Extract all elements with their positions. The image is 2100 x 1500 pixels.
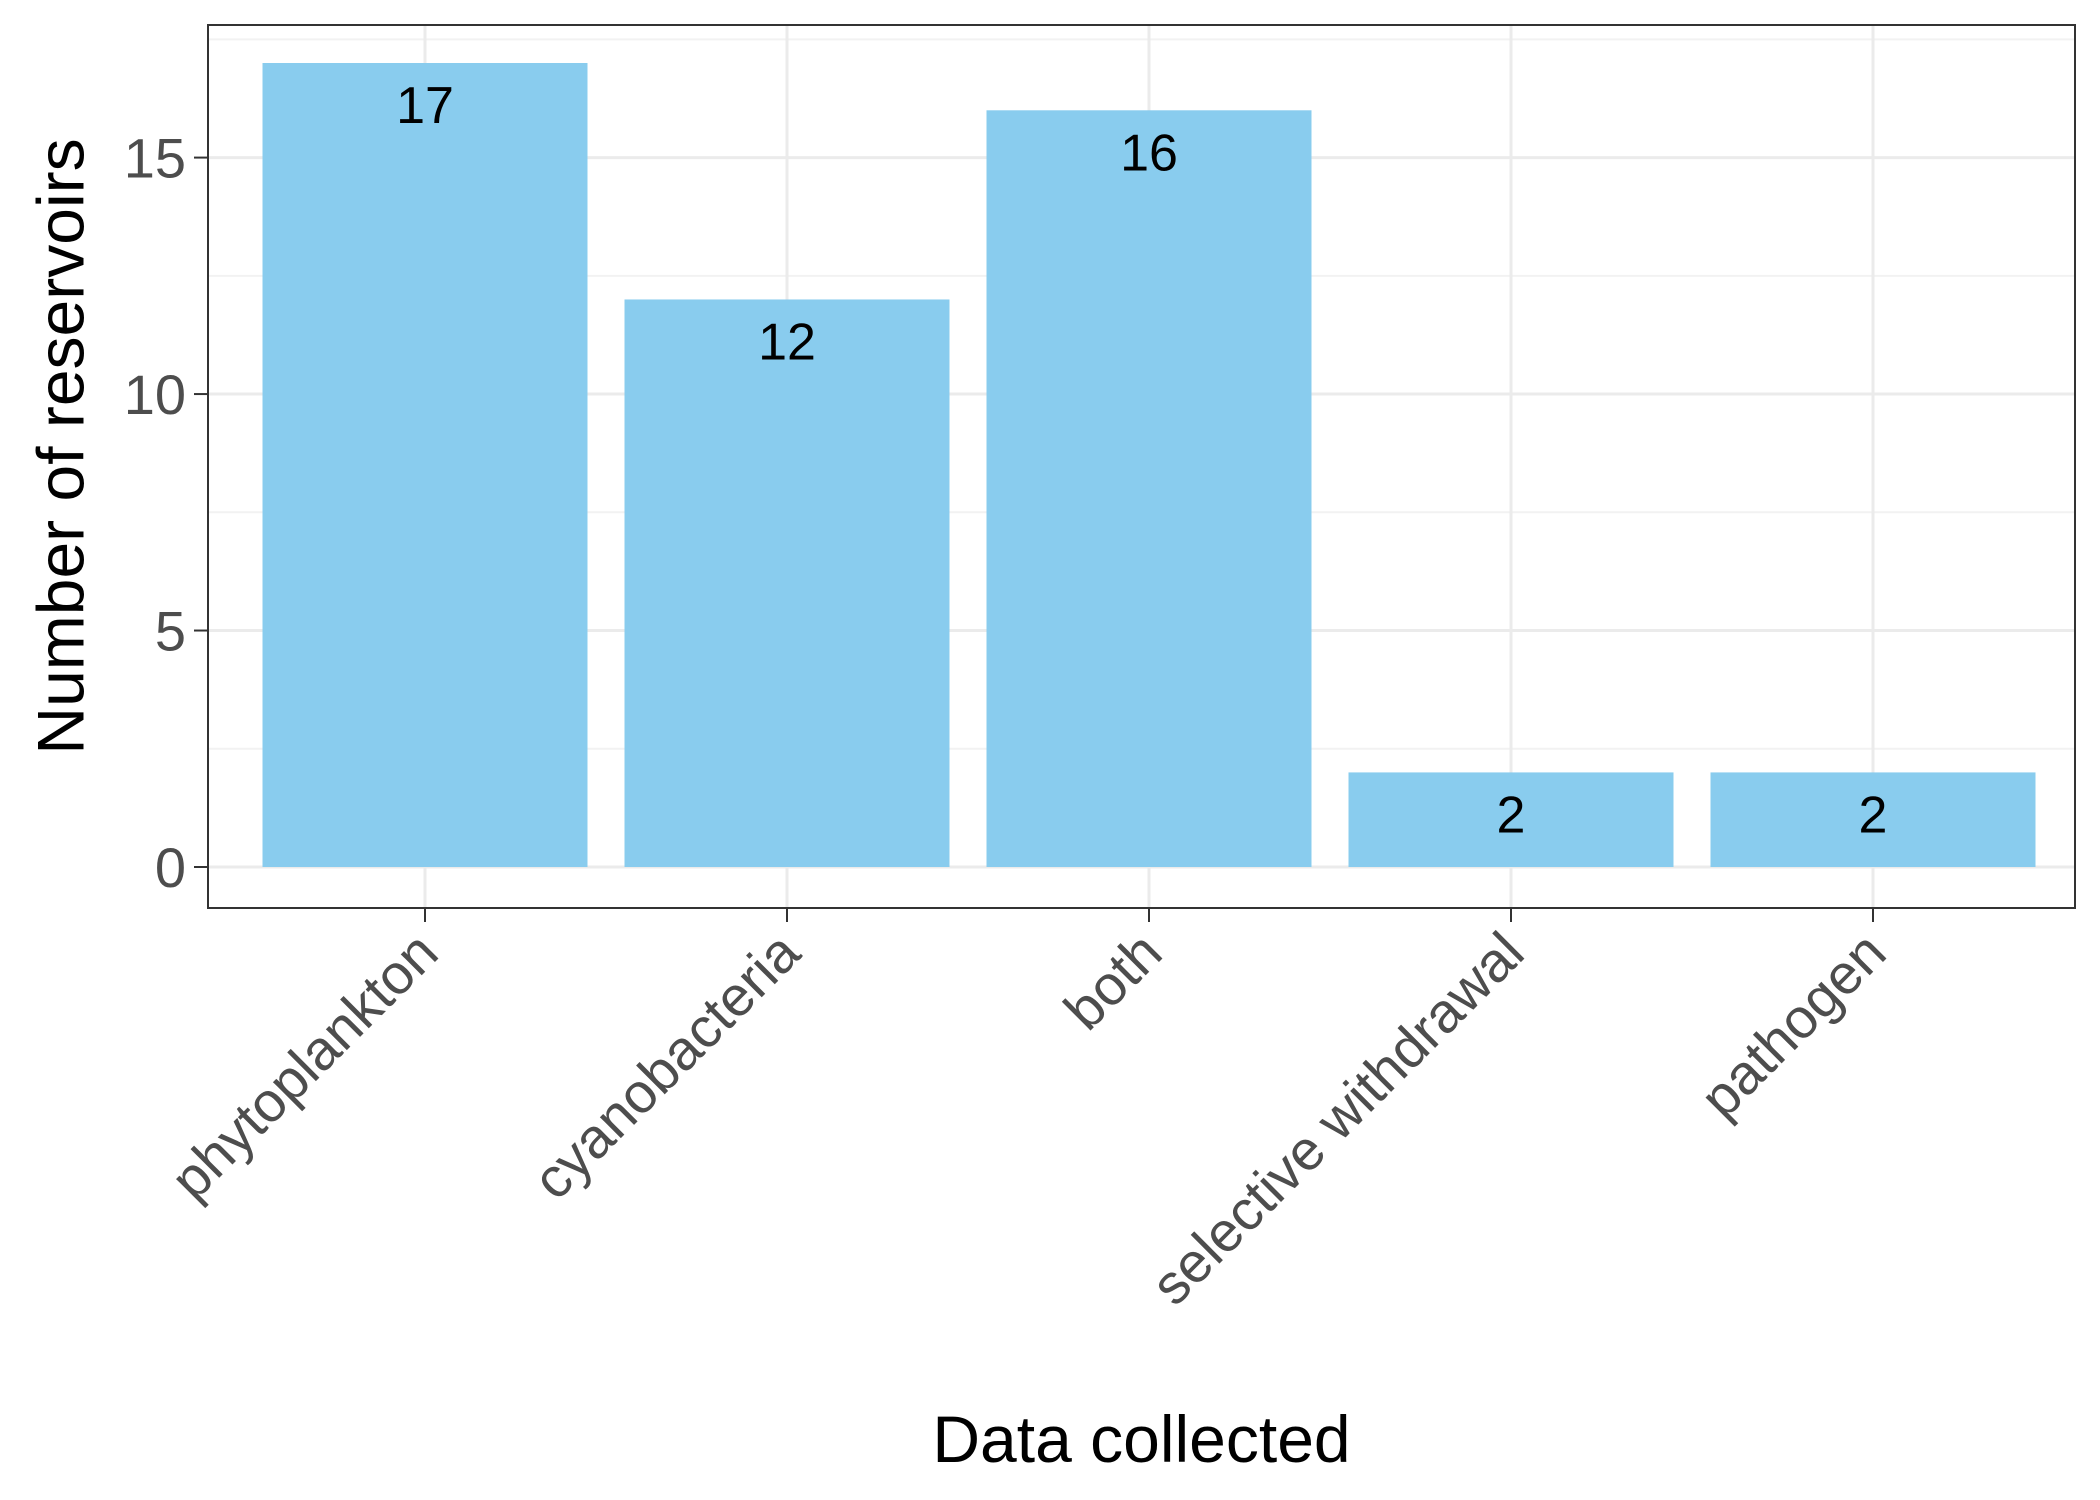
x-tick-label: cyanobacteria: [520, 919, 812, 1211]
bars: [262, 63, 2036, 867]
bar-cyanobacteria: [624, 299, 950, 867]
y-axis: 0 5 10 15: [124, 127, 208, 899]
panel-border: [207, 24, 2076, 909]
x-axis-title: Data collected: [932, 1402, 1350, 1476]
bar-selective-withdrawal: [1348, 772, 1674, 867]
bar-value-label: 12: [758, 313, 816, 371]
bar-phytoplankton: [262, 63, 588, 867]
bar-both: [986, 110, 1312, 867]
y-tick-label: 5: [155, 600, 186, 663]
bar-value-labels: 17 12 16 2 2: [396, 77, 1887, 844]
bar-pathogen: [1710, 772, 2036, 867]
x-tick-label: pathogen: [1688, 920, 1898, 1130]
x-tick-label: selective withdrawal: [1139, 920, 1536, 1317]
bar-value-label: 17: [396, 77, 454, 135]
y-axis-title: Number of reservoirs: [23, 138, 97, 754]
bar-value-label: 2: [1859, 786, 1888, 844]
x-axis: phytoplankton cyanobacteria bothselective …: [158, 908, 1897, 1317]
y-tick-label: 10: [124, 363, 186, 426]
x-tick-label: both: [1052, 920, 1174, 1042]
bar-value-label: 2: [1497, 786, 1526, 844]
y-tick-label: 15: [124, 127, 186, 190]
bar-value-label: 16: [1120, 124, 1178, 182]
y-tick-label: 0: [155, 836, 186, 899]
x-tick-label: phytoplankton: [158, 920, 449, 1211]
